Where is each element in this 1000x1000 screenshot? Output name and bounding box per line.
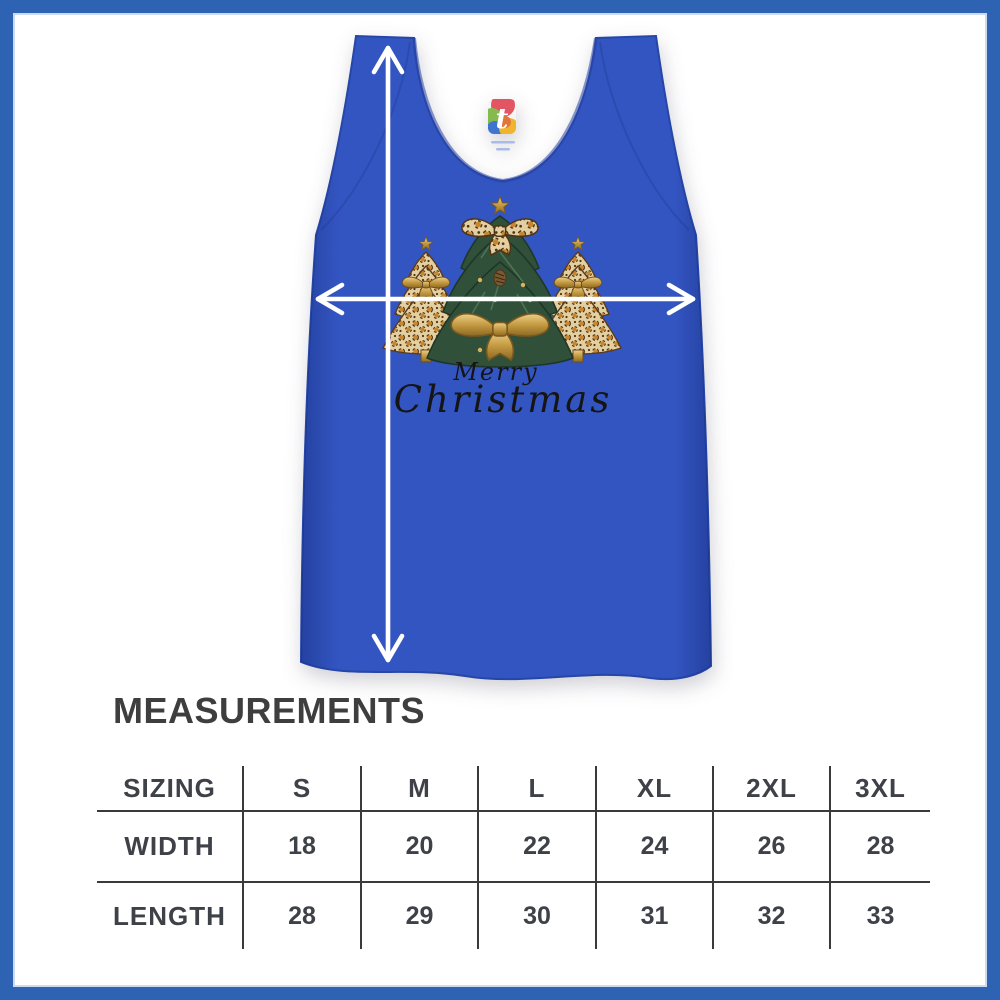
merry-christmas-text: Merry Christmas [394,358,613,421]
length-value-s: 28 [242,883,360,949]
width-arrow [315,282,696,316]
table-header-m: M [360,766,477,812]
length-arrow [371,45,405,663]
left-armhole-seam [320,41,411,231]
table-header-3xl: 3XL [829,766,930,812]
right-armhole-seam [599,41,690,231]
width-value-m: 20 [360,812,477,883]
label-text-line [496,148,510,151]
width-value-3xl: 28 [829,812,930,883]
tank-top-image: t Merry Christmas [299,34,713,681]
table-header-sizing: SIZING [97,766,242,812]
pinecone [493,269,507,287]
length-value-xl: 31 [595,883,712,949]
width-value-2xl: 26 [712,812,829,883]
table-header-2xl: 2XL [712,766,829,812]
table-header-l: L [477,766,595,812]
width-value-xl: 24 [595,812,712,883]
collar-ribbing [412,37,598,184]
design-text-merry: Merry [452,358,538,386]
measurements-heading: MEASUREMENTS [113,690,426,731]
width-value-s: 18 [242,812,360,883]
width-value-l: 22 [477,812,595,883]
table-row-length-label: LENGTH [113,900,226,931]
size-table: SIZING S M L XL 2XL 3XL WIDTH 18 20 22 2… [97,766,930,949]
label-text-line [491,141,515,144]
brand-logo: t [488,99,516,151]
logo-letter: t [496,102,509,135]
length-value-3xl: 33 [829,883,930,949]
table-header-xl: XL [595,766,712,812]
length-value-2xl: 32 [712,883,829,949]
design-text-christmas: Christmas [394,378,613,421]
length-value-m: 29 [360,883,477,949]
table-row-width-label: WIDTH [97,812,242,883]
table-header-s: S [242,766,360,812]
length-value-l: 30 [477,883,595,949]
